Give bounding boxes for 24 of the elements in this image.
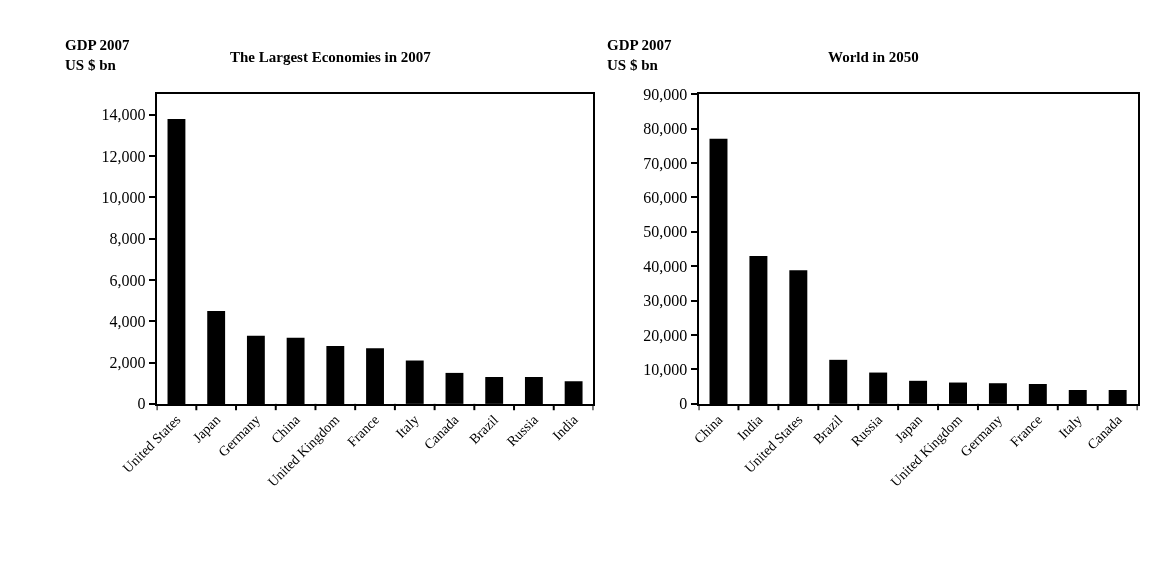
y-tick-label: 50,000: [643, 223, 688, 241]
y-tick-label: 12,000: [101, 147, 146, 165]
chart-title: The Largest Economies in 2007: [230, 49, 432, 65]
y-tick-label: 6,000: [109, 271, 146, 289]
x-tick-label: Italy: [393, 412, 422, 441]
y-tick-label: 80,000: [643, 120, 688, 138]
y-axis-title: GDP 2007 US $ bn: [65, 37, 131, 73]
y-tick-label: 2,000: [109, 354, 146, 372]
y-axis-title: GDP 2007 US $ bn: [607, 37, 673, 73]
y-tick-label: 0: [679, 395, 688, 413]
x-tick-label: Italy: [1056, 412, 1085, 441]
chart-title: World in 2050: [828, 49, 919, 65]
y-tick-label: 0: [137, 395, 146, 413]
y-tick-label: 90,000: [643, 85, 688, 103]
y-tick-label: 40,000: [643, 257, 688, 275]
y-tick-label: 60,000: [643, 188, 688, 206]
y-tick-label: 10,000: [101, 188, 146, 206]
y-tick-label: 4,000: [109, 312, 146, 330]
y-tick-label: 30,000: [643, 292, 688, 310]
y-tick-label: 70,000: [643, 154, 688, 172]
y-tick-label: 10,000: [643, 361, 688, 379]
y-tick-label: 20,000: [643, 326, 688, 344]
y-tick-label: 14,000: [101, 106, 146, 124]
y-tick-label: 8,000: [109, 230, 146, 248]
